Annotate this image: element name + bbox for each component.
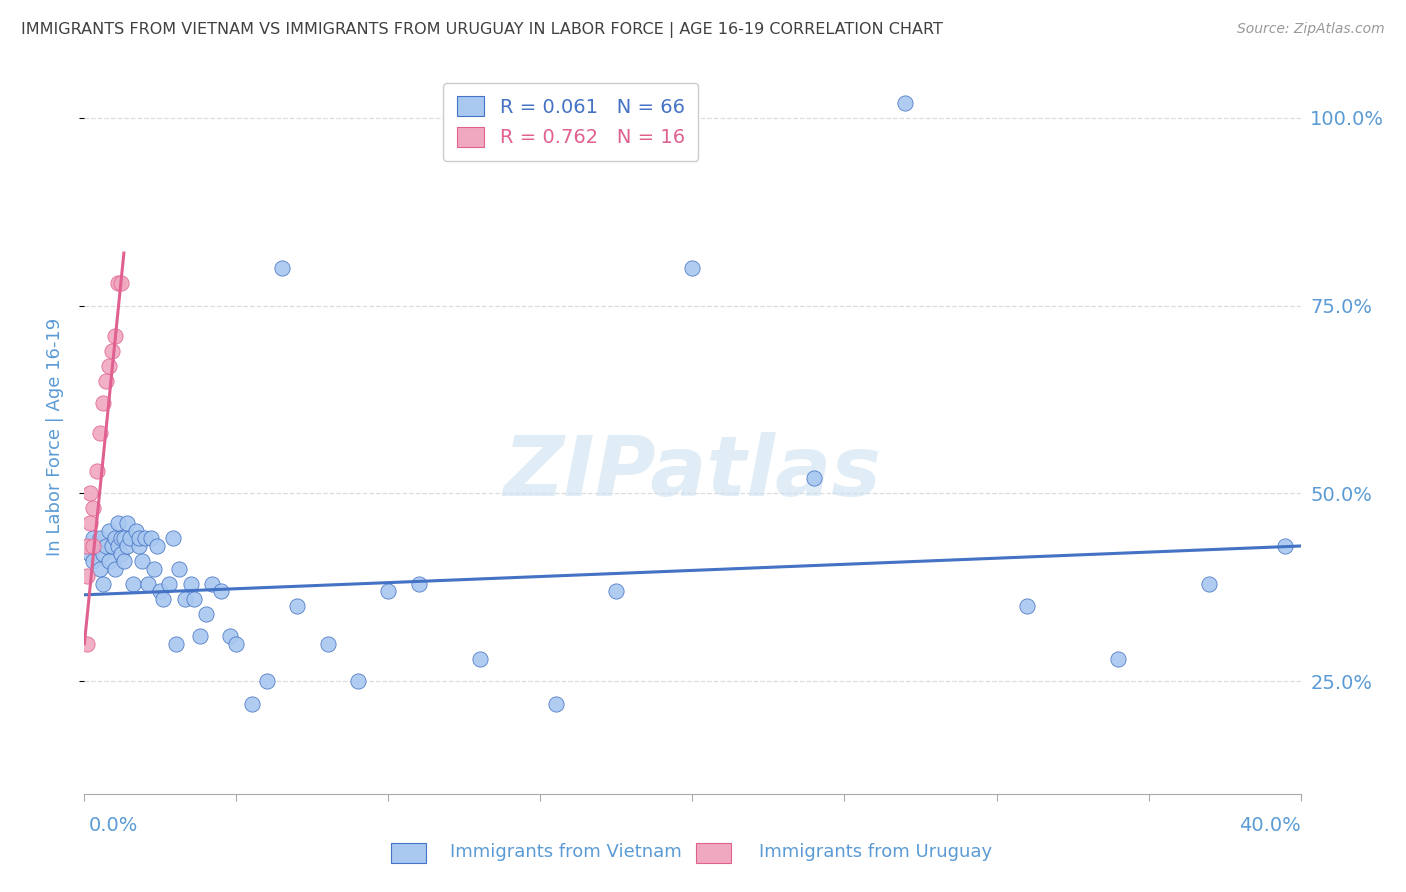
Point [91, 396, 114, 410]
Y-axis label: In Labor Force | Age 16-19: In Labor Force | Age 16-19 [45, 318, 63, 557]
Point [149, 584, 172, 599]
Point [86, 539, 108, 553]
Point [316, 637, 339, 651]
Point [91, 547, 114, 561]
Point [100, 343, 122, 358]
Point [97, 359, 120, 373]
Point [82, 554, 104, 568]
Point [128, 539, 150, 553]
Point [110, 532, 132, 546]
Point [82, 539, 104, 553]
FancyBboxPatch shape [696, 843, 731, 863]
FancyBboxPatch shape [391, 843, 426, 863]
Point [1107, 651, 1129, 665]
Point [347, 674, 370, 689]
Point [104, 328, 127, 343]
Point [682, 261, 704, 276]
Point [107, 539, 129, 553]
Point [1198, 576, 1220, 591]
Point [89, 426, 111, 441]
Point [104, 532, 127, 546]
Point [112, 532, 135, 546]
Point [79, 547, 101, 561]
Point [79, 486, 101, 500]
Point [803, 471, 825, 485]
Point [219, 629, 242, 643]
Point [141, 532, 163, 546]
Point [128, 532, 150, 546]
Point [285, 599, 308, 613]
Point [468, 651, 491, 665]
Point [173, 591, 195, 606]
Point [131, 554, 153, 568]
Point [605, 584, 627, 599]
Text: Source: ZipAtlas.com: Source: ZipAtlas.com [1237, 22, 1385, 37]
Point [122, 576, 145, 591]
Point [86, 464, 108, 478]
Point [110, 547, 132, 561]
Point [544, 697, 567, 711]
Point [256, 674, 278, 689]
Text: Immigrants from Uruguay: Immigrants from Uruguay [759, 843, 993, 861]
Point [118, 532, 141, 546]
Point [195, 607, 218, 621]
Point [104, 561, 127, 575]
Point [408, 576, 430, 591]
Point [136, 576, 159, 591]
Point [97, 524, 120, 538]
Point [894, 95, 917, 110]
Point [107, 516, 129, 531]
Point [89, 561, 111, 575]
Point [162, 532, 184, 546]
Point [100, 539, 122, 553]
Legend: R = 0.061   N = 66, R = 0.762   N = 16: R = 0.061 N = 66, R = 0.762 N = 16 [443, 83, 699, 161]
Point [89, 532, 111, 546]
Point [183, 591, 205, 606]
Point [107, 276, 129, 290]
Point [94, 374, 117, 388]
Point [82, 532, 104, 546]
Point [225, 637, 247, 651]
Point [180, 576, 202, 591]
Point [143, 561, 166, 575]
Text: ZIPatlas: ZIPatlas [503, 433, 882, 513]
Point [152, 591, 174, 606]
Point [201, 576, 224, 591]
Point [1015, 599, 1038, 613]
Point [1274, 539, 1296, 553]
Point [209, 584, 232, 599]
Point [159, 576, 181, 591]
Point [134, 532, 156, 546]
Point [167, 561, 190, 575]
Point [165, 637, 187, 651]
Point [115, 516, 138, 531]
Text: 0.0%: 0.0% [89, 816, 138, 835]
Point [79, 516, 101, 531]
Point [188, 629, 211, 643]
Point [146, 539, 169, 553]
Point [76, 637, 98, 651]
Text: Immigrants from Vietnam: Immigrants from Vietnam [450, 843, 682, 861]
Point [91, 576, 114, 591]
Point [76, 539, 98, 553]
Point [271, 261, 294, 276]
Point [112, 554, 135, 568]
Point [76, 569, 98, 583]
Point [82, 501, 104, 516]
Text: IMMIGRANTS FROM VIETNAM VS IMMIGRANTS FROM URUGUAY IN LABOR FORCE | AGE 16-19 CO: IMMIGRANTS FROM VIETNAM VS IMMIGRANTS FR… [21, 22, 943, 38]
Point [377, 584, 399, 599]
Point [94, 539, 117, 553]
Point [97, 554, 120, 568]
Point [115, 539, 138, 553]
Point [240, 697, 263, 711]
Point [125, 524, 148, 538]
Text: 40.0%: 40.0% [1239, 816, 1301, 835]
Point [110, 276, 132, 290]
